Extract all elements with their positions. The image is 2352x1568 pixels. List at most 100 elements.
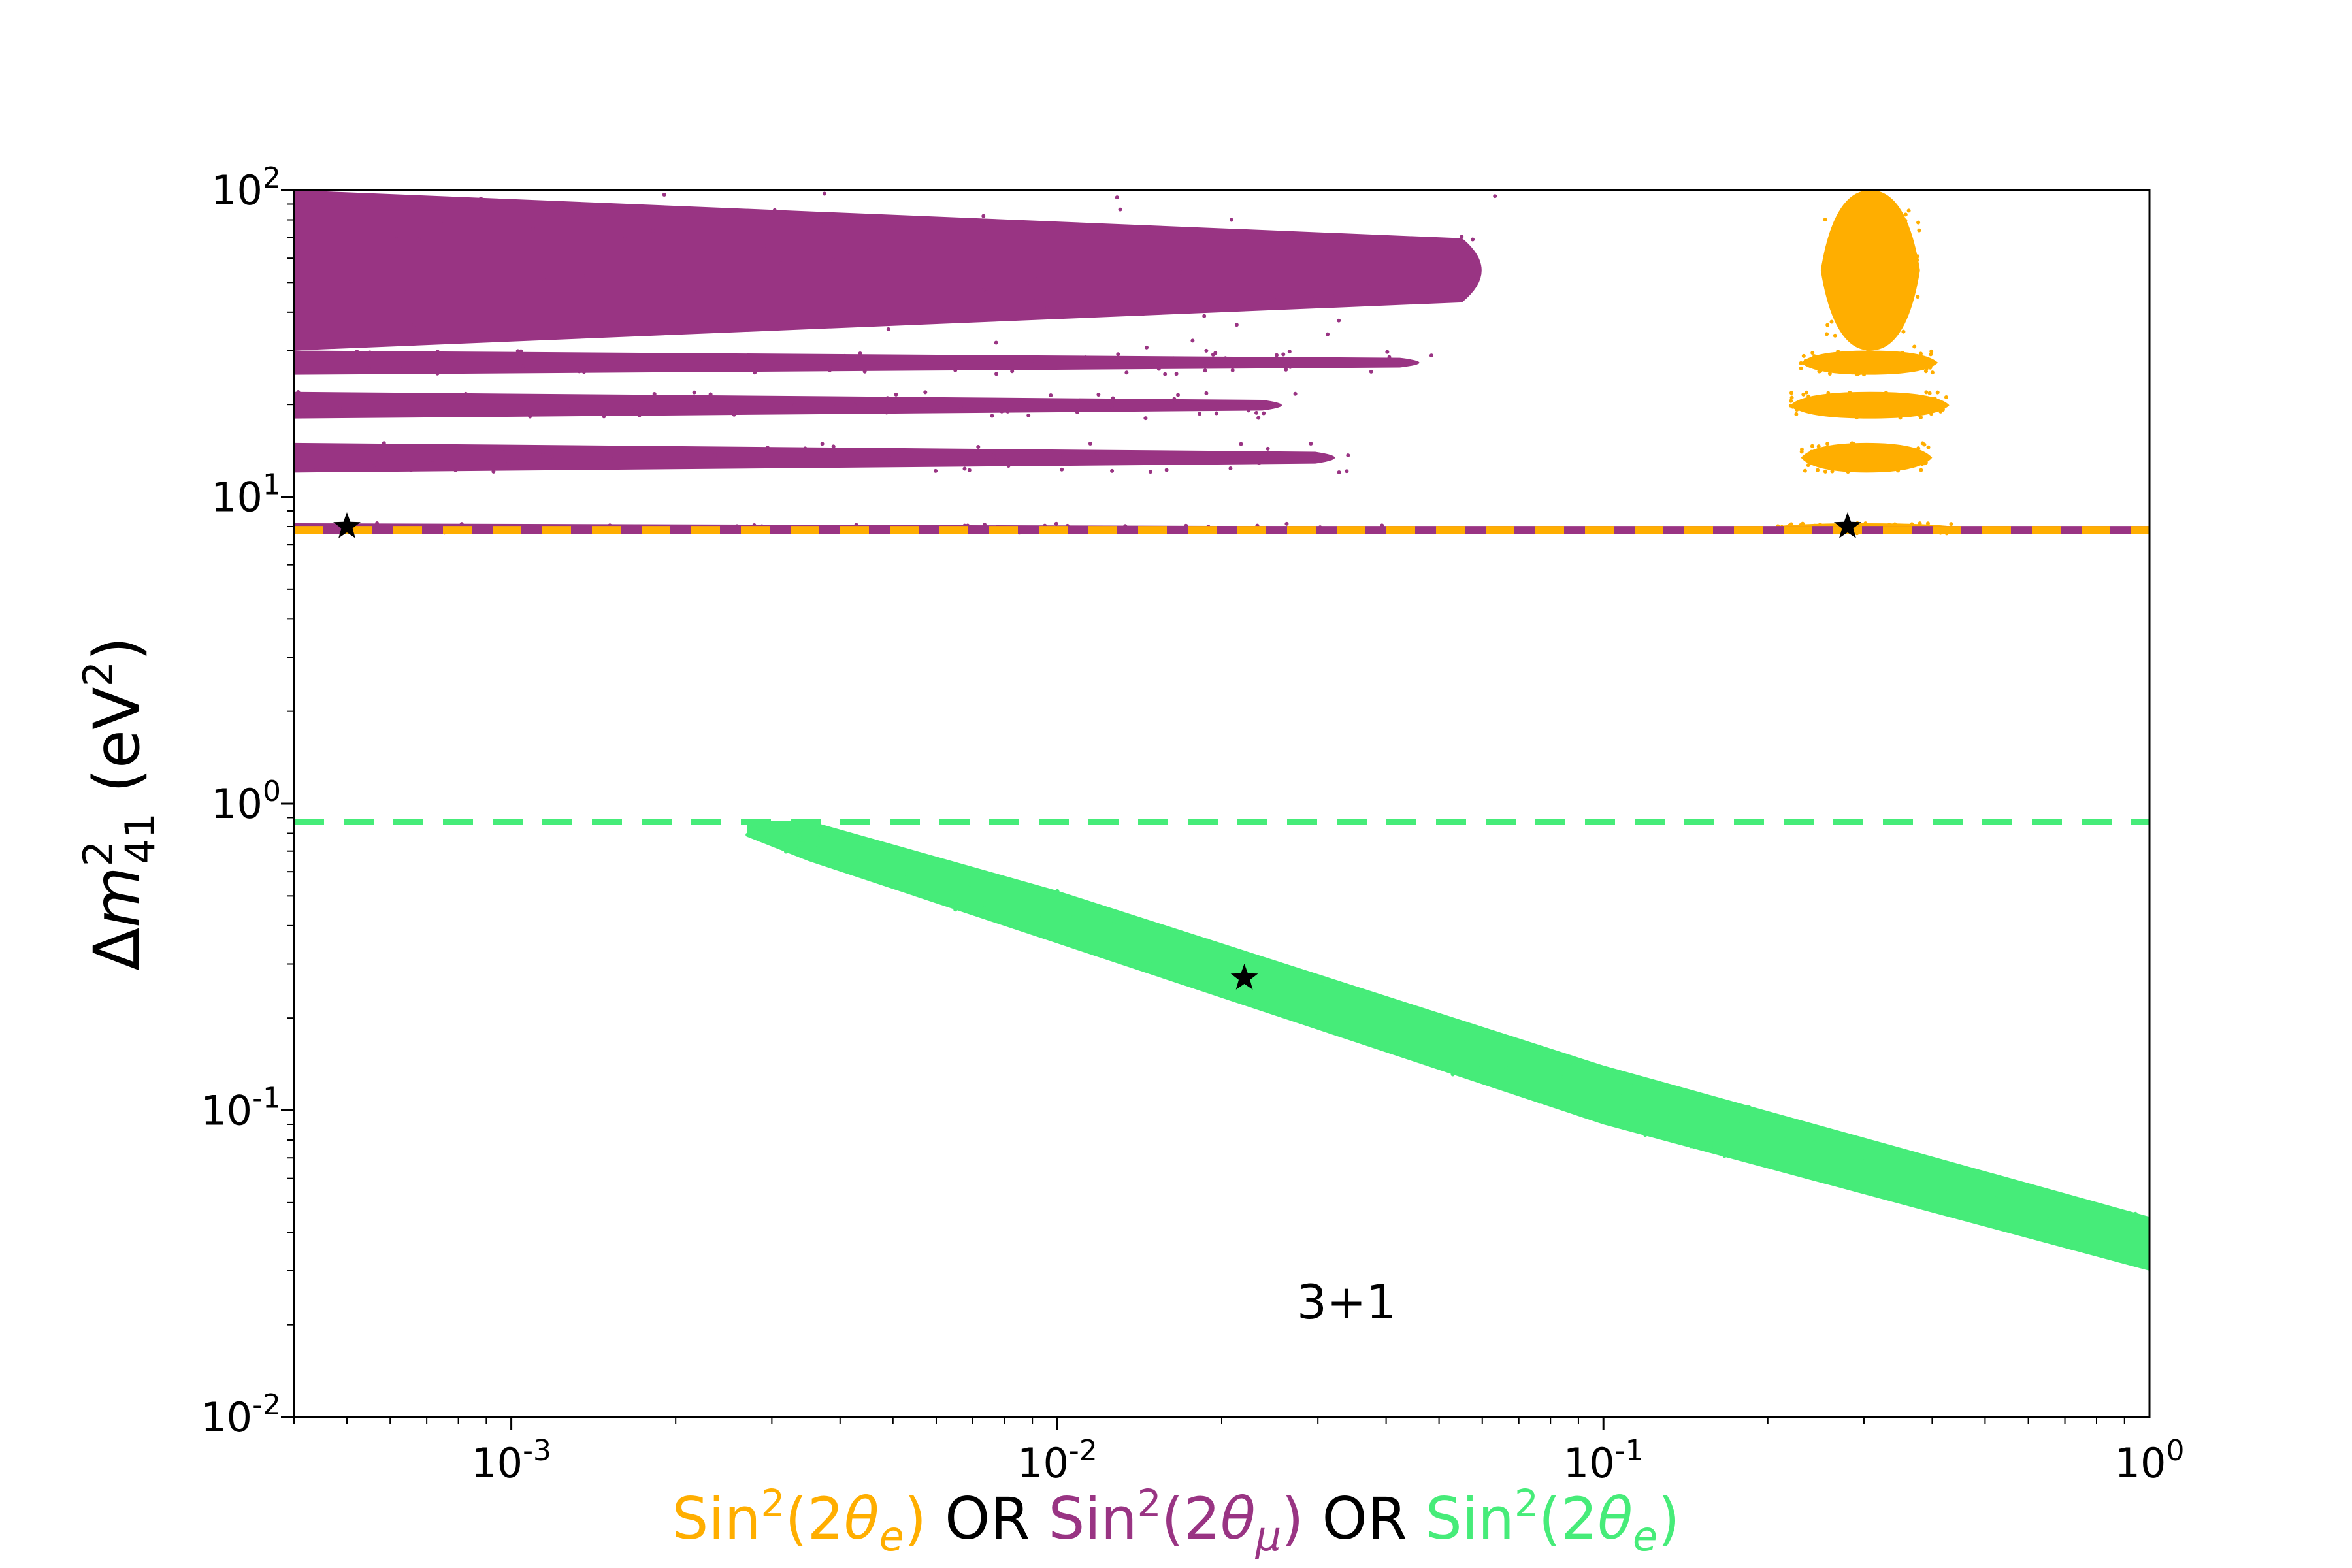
- scatter-dot: [296, 389, 301, 394]
- scatter-dot: [941, 308, 946, 313]
- scatter-dot: [1847, 366, 1852, 370]
- scatter-dot: [1884, 286, 1889, 290]
- scatter-dot: [1826, 391, 1831, 395]
- scatter-dot: [1275, 353, 1279, 357]
- scatter-dot: [1126, 361, 1130, 365]
- scatter-dot: [1337, 318, 1341, 323]
- scatter-dot: [1895, 406, 1900, 410]
- scatter-dot: [1165, 276, 1169, 280]
- best-fit-marker-green: [1230, 964, 1258, 990]
- scatter-dot: [2047, 1217, 2051, 1222]
- scatter-dot: [1864, 193, 1869, 198]
- scatter-dot: [1868, 222, 1872, 227]
- scatter-dot: [431, 461, 435, 466]
- scatter-dot: [1369, 369, 1373, 374]
- scatter-dot: [1789, 399, 1793, 403]
- scatter-dot: [1819, 456, 1823, 461]
- scatter-dot: [885, 410, 889, 415]
- scatter-dot: [1863, 1156, 1867, 1160]
- scatter-dot: [1884, 199, 1889, 203]
- scatter-dot: [929, 860, 934, 864]
- scatter-dot: [367, 366, 371, 370]
- scatter-dot: [1899, 361, 1903, 365]
- scatter-dot: [1387, 355, 1392, 359]
- scatter-dot: [1904, 399, 1908, 403]
- scatter-dot: [862, 369, 867, 374]
- scatter-dot: [466, 395, 470, 400]
- scatter-dot: [1831, 368, 1835, 373]
- scatter-dot: [337, 406, 342, 410]
- scatter-dot: [1904, 465, 1908, 470]
- scatter-dot: [1163, 372, 1168, 376]
- scatter-dot: [1190, 338, 1195, 343]
- scatter-dot: [1118, 207, 1122, 212]
- scatter-dot: [754, 826, 759, 831]
- scatter-dot: [1924, 390, 1929, 395]
- scatter-dot: [1816, 468, 1820, 472]
- scatter-dot: [1810, 453, 1815, 457]
- scatter-dot: [1272, 297, 1277, 302]
- scatter-dot: [502, 450, 507, 455]
- scatter-dot: [864, 409, 868, 414]
- scatter-dot: [1825, 332, 1829, 336]
- scatter-dot: [831, 257, 836, 262]
- scatter-dot: [976, 444, 981, 449]
- scatter-dot: [1804, 390, 1808, 395]
- scatter-dot: [1100, 907, 1104, 911]
- scatter-dot: [828, 368, 832, 372]
- scatter-dot: [1000, 409, 1004, 414]
- scatter-dot: [967, 468, 972, 472]
- scatter-dot: [438, 220, 443, 225]
- x-tick-label: 10-1: [1563, 1434, 1644, 1487]
- scatter-dot: [1032, 359, 1037, 363]
- scatter-dot: [762, 244, 766, 248]
- scatter-dot: [1489, 1069, 1494, 1073]
- scatter-dot: [1464, 1039, 1469, 1043]
- scatter-dot: [355, 350, 359, 354]
- scatter-dot: [923, 390, 928, 395]
- scatter-dot: [1847, 450, 1852, 455]
- y-axis-title: Δm241 (eV2): [74, 636, 164, 970]
- scatter-dot: [1887, 465, 1892, 469]
- scatter-dot: [1852, 442, 1856, 446]
- scatter-dot: [1926, 445, 1931, 449]
- scatter-dot: [1896, 468, 1901, 473]
- scatter-dot: [1747, 1105, 1752, 1109]
- scatter-dot: [732, 412, 736, 417]
- scatter-dot: [1256, 416, 1261, 420]
- scatter-dot: [1876, 453, 1881, 457]
- scatter-dot: [519, 349, 523, 353]
- scatter-dot: [1030, 883, 1035, 888]
- scatter-dot: [1234, 323, 1239, 327]
- scatter-dot: [984, 290, 988, 295]
- scatter-dot: [830, 362, 834, 367]
- scatter-dot: [1664, 1114, 1669, 1119]
- scatter-dot: [1170, 404, 1175, 409]
- scatter-dot: [775, 821, 779, 825]
- scatter-dot: [1898, 268, 1903, 272]
- scatter-dot: [1910, 404, 1915, 409]
- scatter-dot: [459, 522, 464, 527]
- scatter-dot: [1884, 391, 1888, 395]
- scatter-dot: [1918, 521, 1922, 526]
- scatter-dot: [1035, 462, 1039, 466]
- scatter-dot: [1348, 291, 1352, 296]
- scatter-dot: [885, 396, 890, 400]
- scatter-dot: [788, 849, 792, 853]
- scatter-dot: [1834, 306, 1838, 311]
- scatter-dot: [1385, 350, 1390, 354]
- scatter-dot: [1895, 369, 1899, 374]
- scatter-dot: [1876, 406, 1881, 411]
- scatter-dot: [382, 441, 386, 446]
- scatter-dot: [1825, 323, 1830, 327]
- scatter-dot: [1810, 351, 1815, 355]
- scatter-dot: [1707, 1144, 1711, 1149]
- y-tick-label: 100: [211, 775, 281, 828]
- scatter-dot: [1124, 370, 1129, 375]
- scatter-dot: [1226, 359, 1231, 364]
- scatter-dot: [1090, 407, 1094, 412]
- scatter-dot: [1929, 349, 1934, 353]
- scatter-dot: [1898, 274, 1903, 279]
- scatter-dot: [1145, 345, 1149, 350]
- scatter-dot: [1902, 275, 1906, 280]
